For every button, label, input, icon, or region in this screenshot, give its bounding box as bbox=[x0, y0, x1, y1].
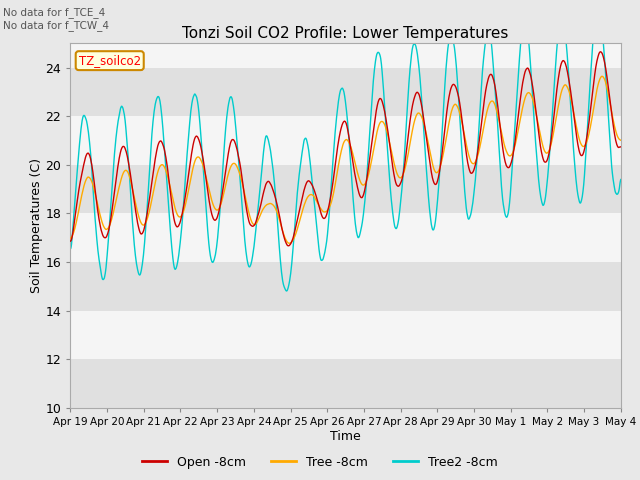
Bar bbox=[70, 116, 621, 165]
Title: Tonzi Soil CO2 Profile: Lower Temperatures: Tonzi Soil CO2 Profile: Lower Temperatur… bbox=[182, 25, 509, 41]
Legend: Open -8cm, Tree -8cm, Tree2 -8cm: Open -8cm, Tree -8cm, Tree2 -8cm bbox=[137, 451, 503, 474]
Bar bbox=[70, 311, 621, 360]
Bar bbox=[70, 165, 621, 214]
Bar bbox=[70, 68, 621, 116]
X-axis label: Time: Time bbox=[330, 430, 361, 443]
Text: No data for f_TCE_4: No data for f_TCE_4 bbox=[3, 7, 106, 18]
Text: TZ_soilco2: TZ_soilco2 bbox=[79, 54, 141, 67]
Text: No data for f_TCW_4: No data for f_TCW_4 bbox=[3, 20, 109, 31]
Bar bbox=[70, 262, 621, 311]
Y-axis label: Soil Temperatures (C): Soil Temperatures (C) bbox=[29, 158, 43, 293]
Bar bbox=[70, 214, 621, 262]
Bar bbox=[70, 360, 621, 408]
